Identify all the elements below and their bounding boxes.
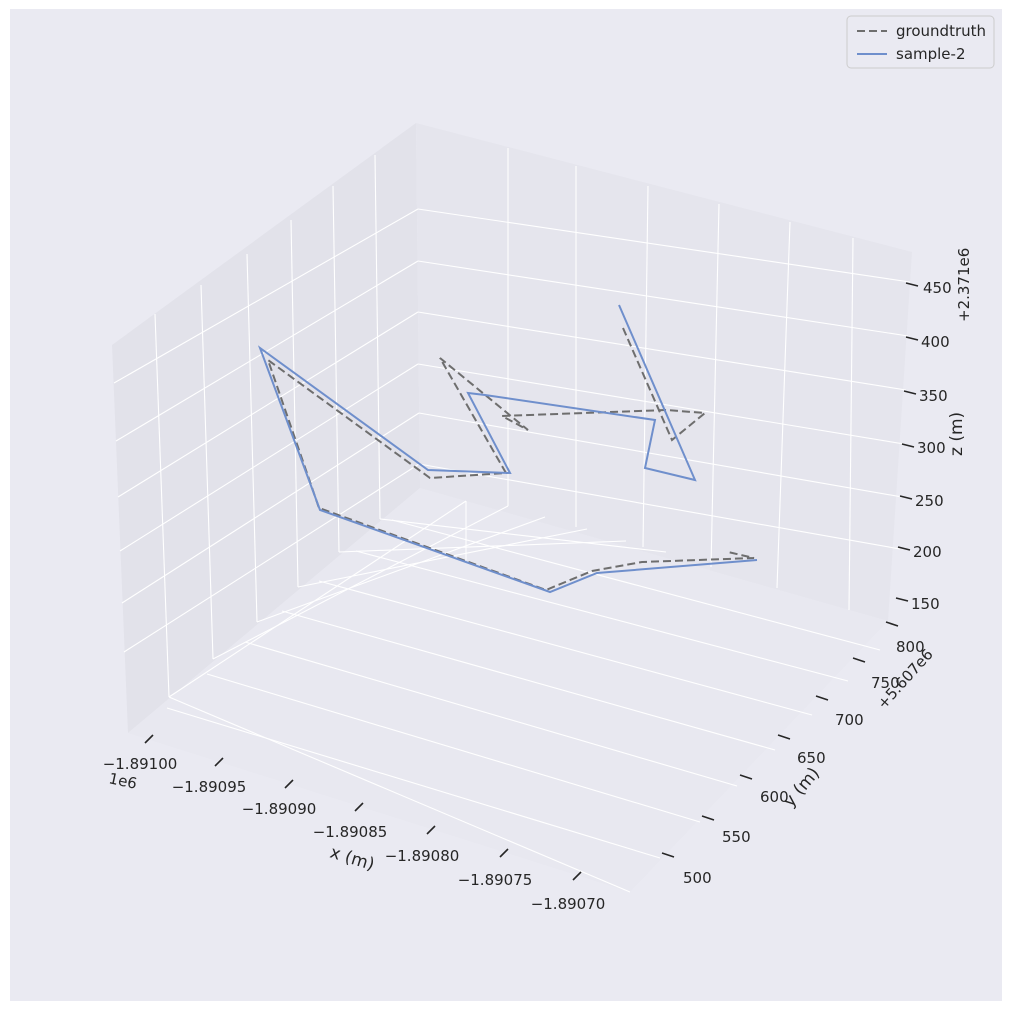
- y-tick-labels: 500 550 600 650 700 750 800: [683, 638, 925, 887]
- x-tick-labels: −1.89100 −1.89095 −1.89090 −1.89085 −1.8…: [103, 755, 606, 913]
- y-tick-label: 550: [722, 828, 751, 846]
- legend-sample-2-label: sample-2: [896, 45, 966, 63]
- x-tick-label: −1.89075: [458, 871, 533, 889]
- x-tick-label: −1.89085: [313, 823, 388, 841]
- legend: groundtruth sample-2: [846, 15, 995, 69]
- y-tick-label: 500: [683, 869, 712, 887]
- x-tick-label: −1.89080: [385, 847, 460, 865]
- z-offset-label: +2.371e6: [955, 248, 973, 322]
- x-tick-label: −1.89090: [242, 800, 317, 818]
- x-tick-label: −1.89070: [531, 895, 606, 913]
- z-axis-ticks: [895, 282, 919, 602]
- z-tick-labels: 150 200 250 300 350 400 450: [911, 279, 952, 613]
- pane-back-left: [112, 123, 420, 733]
- series-groundtruth-line: [266, 327, 755, 592]
- y-axis-ticks: [661, 621, 899, 858]
- x-axis-ticks: [144, 734, 582, 881]
- z-tick-label: 150: [911, 595, 940, 613]
- x-offset-label: 1e6: [107, 769, 138, 792]
- z-tick-label: 300: [917, 439, 946, 457]
- series-sample-2-line: [257, 304, 758, 594]
- x-tick-label: −1.89100: [103, 755, 178, 773]
- z-tick-label: 200: [913, 543, 942, 561]
- pane-back-right: [416, 123, 912, 621]
- y-tick-label: 650: [797, 749, 826, 767]
- y-tick-label: 800: [896, 638, 925, 656]
- y-tick-label: 700: [835, 711, 864, 729]
- legend-groundtruth-label: groundtruth: [896, 22, 986, 40]
- x-tick-label: −1.89095: [172, 778, 247, 796]
- grid: [113, 148, 911, 893]
- pane-floor: [128, 488, 888, 892]
- z-tick-label: 350: [919, 387, 948, 405]
- z-tick-label: 250: [915, 492, 944, 510]
- y-tick-label: 750: [871, 674, 900, 692]
- z-tick-label: 450: [923, 279, 952, 297]
- y-tick-label: 600: [760, 788, 789, 806]
- z-axis-label: z (m): [947, 412, 967, 456]
- z-tick-label: 400: [921, 333, 950, 351]
